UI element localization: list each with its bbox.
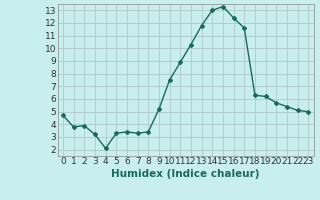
X-axis label: Humidex (Indice chaleur): Humidex (Indice chaleur) [111,169,260,179]
